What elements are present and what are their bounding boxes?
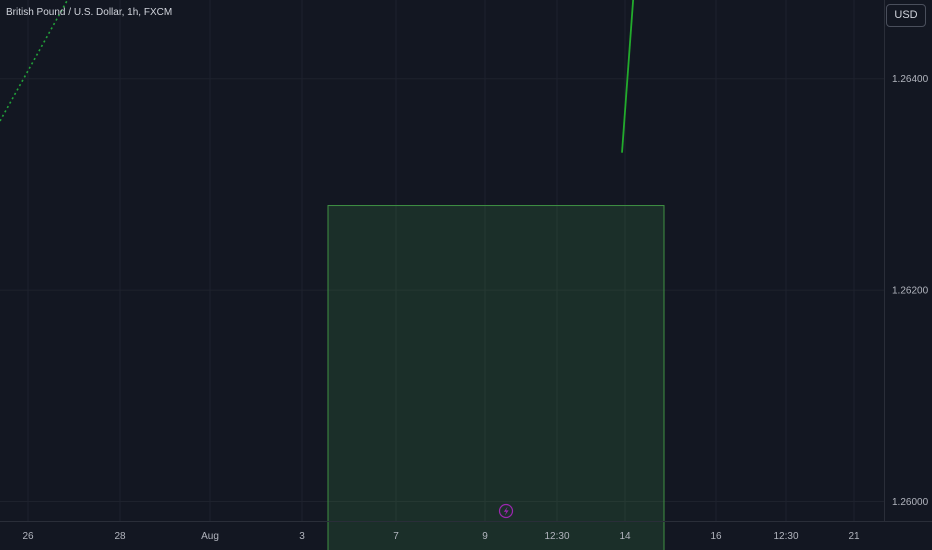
time-tick-label: Aug (201, 531, 219, 542)
time-axis[interactable]: 26 28 Aug 3 7 9 12:30 14 16 12:30 21 (22, 531, 860, 542)
projection-arrows[interactable] (505, 0, 673, 153)
price-zones[interactable] (193, 0, 665, 550)
green-projection-arrow[interactable] (621, 0, 669, 153)
grid-lines (0, 0, 884, 521)
price-axis[interactable]: 1.290001.288001.286001.284001.282001.280… (892, 0, 929, 508)
price-tick-label: 1.26400 (892, 74, 929, 85)
support-zone[interactable] (327, 205, 665, 550)
time-tick-label: 21 (848, 531, 860, 542)
time-tick-label: 12:30 (544, 531, 569, 542)
price-tick-label: 1.26000 (892, 497, 929, 508)
currency-button[interactable]: USD (886, 4, 926, 27)
price-axis-separator (884, 0, 885, 521)
time-tick-label: 7 (393, 531, 399, 542)
time-tick-label: 12:30 (773, 531, 798, 542)
trendline[interactable] (0, 0, 884, 122)
time-axis-separator (0, 521, 932, 522)
time-tick-label: 28 (114, 531, 126, 542)
price-tick-label: 1.26200 (892, 286, 929, 297)
time-tick-label: 26 (22, 531, 34, 542)
time-tick-label: 16 (710, 531, 722, 542)
time-tick-label: 3 (299, 531, 305, 542)
time-tick-label: 9 (482, 531, 488, 542)
lightning-icon[interactable] (498, 503, 514, 519)
time-tick-label: 14 (619, 531, 631, 542)
symbol-title: British Pound / U.S. Dollar, 1h, FXCM (6, 7, 173, 18)
